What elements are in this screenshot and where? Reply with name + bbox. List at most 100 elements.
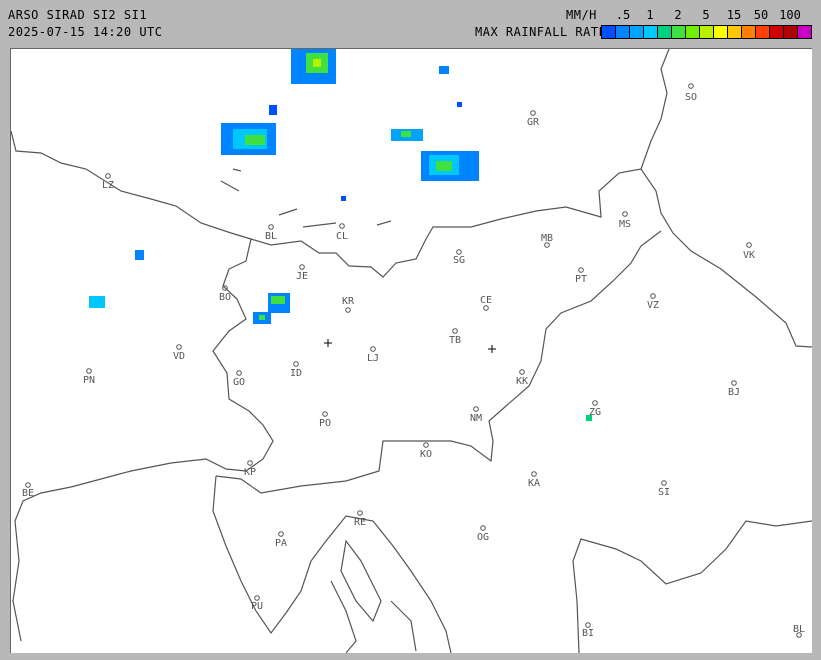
city-label: KP: [244, 467, 256, 478]
city-label: JE: [296, 271, 308, 282]
city-marker: [688, 83, 694, 89]
city-marker: [293, 361, 299, 367]
legend-unit: MM/H: [566, 8, 597, 22]
city-marker: [578, 267, 584, 273]
city-label: OG: [477, 532, 489, 543]
border-slovenia-croatia: [215, 230, 662, 494]
city-label: PO: [319, 418, 331, 429]
city-marker: [544, 242, 550, 248]
city-marker: [105, 173, 111, 179]
map-svg: SO GR LZ BL CL MS MB VK SG JE PT BO KR CE VZ TB VD LJ ID PN…: [10, 48, 813, 654]
city-marker: [299, 264, 305, 270]
city-marker: [452, 328, 458, 334]
legend-label: 1: [646, 8, 654, 22]
city-label: KO: [420, 449, 432, 460]
radar-site-cross: [324, 339, 332, 347]
border-slovenia-italy: [212, 238, 274, 472]
city-label: GO: [233, 377, 245, 388]
legend-label: 15: [726, 8, 742, 22]
legend-swatch: [756, 26, 770, 38]
border-croatia-bosnia: [572, 520, 813, 654]
product-title: ARSO SIRAD SI2 SI1: [8, 8, 148, 22]
radar-site-cross: [488, 345, 496, 353]
coast-italy: [12, 458, 247, 642]
radar-map[interactable]: SO GR LZ BL CL MS MB VK SG JE PT BO KR CE VZ TB VD LJ ID PN…: [10, 48, 813, 654]
city-marker: [592, 400, 598, 406]
city-label: BJ: [728, 387, 740, 398]
legend-swatch: [616, 26, 630, 38]
city-label: NM: [470, 413, 482, 424]
border-north: [10, 130, 813, 348]
radar-sites: [324, 339, 496, 353]
legend-swatch: [770, 26, 784, 38]
border-austria-hungary: [640, 48, 670, 170]
city-label: BI: [582, 628, 594, 639]
city-marker: [650, 293, 656, 299]
city-label: LJ: [367, 353, 379, 364]
city-markers: SO GR LZ BL CL MS MB VK SG JE PT BO KR CE VZ TB VD LJ ID PN…: [22, 83, 805, 639]
city-label: VZ: [647, 300, 659, 311]
city-marker: [423, 442, 429, 448]
city-marker: [456, 249, 462, 255]
city-marker: [480, 525, 486, 531]
timestamp: 2025-07-15 14:20 UTC: [8, 25, 163, 39]
city-label: RE: [354, 517, 366, 528]
city-label: KR: [342, 296, 355, 307]
city-marker: [796, 632, 802, 638]
city-label: CE: [480, 295, 492, 306]
city-marker: [222, 285, 228, 291]
legend-swatch: [742, 26, 756, 38]
legend-swatch: [658, 26, 672, 38]
legend-swatch: [602, 26, 616, 38]
city-label: SI: [658, 487, 670, 498]
city-label: PT: [575, 274, 587, 285]
city-label: MB: [541, 233, 553, 244]
city-label: PA: [275, 538, 287, 549]
city-marker: [531, 471, 537, 477]
city-marker: [254, 595, 260, 601]
city-marker: [746, 242, 752, 248]
legend-swatch: [672, 26, 686, 38]
city-label: TB: [449, 335, 461, 346]
legend-label: 2: [674, 8, 682, 22]
legend-swatch: [630, 26, 644, 38]
city-marker: [25, 482, 31, 488]
legend-label: 50: [753, 8, 769, 22]
legend-swatch: [728, 26, 742, 38]
city-label: ZG: [589, 407, 601, 418]
legend-swatch: [798, 26, 811, 38]
city-label: MS: [619, 219, 631, 230]
city-label: KA: [528, 478, 540, 489]
city-label: SG: [453, 255, 465, 266]
city-label: LZ: [102, 180, 114, 191]
city-label: PU: [251, 601, 263, 612]
city-marker: [473, 406, 479, 412]
city-marker: [585, 622, 591, 628]
city-label: BL: [793, 624, 805, 635]
city-label: BL: [265, 231, 277, 242]
island-krk: [340, 539, 382, 623]
city-marker: [86, 368, 92, 374]
city-marker: [731, 380, 737, 386]
legend-swatch: [784, 26, 798, 38]
city-label: SO: [685, 92, 697, 103]
city-label: CL: [336, 231, 348, 242]
island-cres: [330, 580, 417, 654]
city-marker: [176, 344, 182, 350]
legend-swatch: [644, 26, 658, 38]
city-label: VK: [743, 250, 755, 261]
city-marker: [345, 307, 351, 313]
legend-title: MAX RAINFALL RATE: [475, 25, 607, 39]
city-marker: [278, 531, 284, 537]
city-marker: [622, 211, 628, 217]
city-marker: [322, 411, 328, 417]
city-label: BO: [219, 292, 231, 303]
legend-label: 100: [779, 8, 801, 22]
legend-label: 5: [702, 8, 710, 22]
city-marker: [519, 369, 525, 375]
city-label: PN: [83, 375, 95, 386]
city-label: BE: [22, 488, 34, 499]
city-marker: [357, 510, 363, 516]
city-marker: [339, 223, 345, 229]
